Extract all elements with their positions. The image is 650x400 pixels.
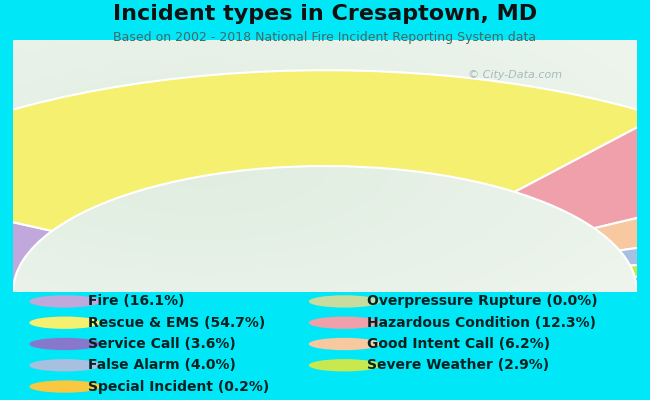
Text: Incident types in Cresaptown, MD: Incident types in Cresaptown, MD (113, 4, 537, 24)
Text: Overpressure Rupture (0.0%): Overpressure Rupture (0.0%) (367, 294, 598, 308)
Text: Special Incident (0.2%): Special Incident (0.2%) (88, 380, 269, 394)
Circle shape (29, 295, 101, 308)
Wedge shape (619, 219, 650, 266)
Wedge shape (0, 70, 650, 231)
Text: Severe Weather (2.9%): Severe Weather (2.9%) (367, 358, 549, 372)
Wedge shape (515, 116, 650, 228)
Wedge shape (637, 291, 650, 292)
Circle shape (29, 316, 101, 329)
Text: Fire (16.1%): Fire (16.1%) (88, 294, 184, 308)
Text: False Alarm (4.0%): False Alarm (4.0%) (88, 358, 235, 372)
Text: Hazardous Condition (12.3%): Hazardous Condition (12.3%) (367, 316, 596, 330)
Circle shape (309, 316, 380, 329)
Text: Service Call (3.6%): Service Call (3.6%) (88, 337, 235, 351)
Wedge shape (0, 184, 52, 292)
Text: © City-Data.com: © City-Data.com (468, 70, 562, 80)
Circle shape (29, 338, 101, 350)
Circle shape (309, 338, 380, 350)
Text: Good Intent Call (6.2%): Good Intent Call (6.2%) (367, 337, 551, 351)
Circle shape (29, 380, 101, 393)
Circle shape (29, 359, 101, 372)
Wedge shape (635, 266, 650, 291)
Circle shape (309, 295, 380, 308)
Circle shape (309, 359, 380, 372)
Wedge shape (630, 246, 650, 277)
Text: Rescue & EMS (54.7%): Rescue & EMS (54.7%) (88, 316, 265, 330)
Text: Based on 2002 - 2018 National Fire Incident Reporting System data: Based on 2002 - 2018 National Fire Incid… (114, 32, 536, 44)
Wedge shape (594, 180, 650, 250)
